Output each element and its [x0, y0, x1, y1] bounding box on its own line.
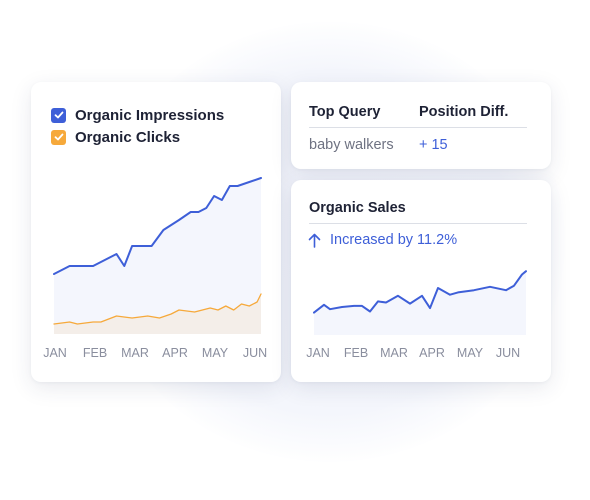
- sales-delta-text: Increased by 11.2%: [330, 232, 458, 248]
- check-icon[interactable]: [51, 129, 66, 145]
- arrow-up-icon: [308, 233, 321, 248]
- x-tick-label: FEB: [344, 346, 368, 360]
- x-tick-label: MAY: [202, 346, 229, 360]
- x-tick-label: JUN: [243, 346, 267, 360]
- position-diff-value: + 15: [419, 137, 448, 153]
- series-line-0: [313, 270, 527, 314]
- sales-chart: JAN FEB MAR APR MAY JUN: [306, 270, 527, 360]
- legend-item-impressions[interactable]: Organic Impressions: [51, 104, 224, 126]
- series-line-0: [53, 177, 262, 275]
- series-area-0: [314, 271, 526, 335]
- traffic-card: Organic Impressions Organic Clicks JAN FE…: [31, 82, 281, 382]
- legend-label-impressions: Organic Impressions: [75, 106, 225, 124]
- sales-title: Organic Sales: [309, 200, 406, 216]
- organic-sales-card: Organic Sales Increased by 11.2% JAN FEB M…: [291, 180, 551, 382]
- x-tick-label: JAN: [43, 346, 67, 360]
- x-tick-label: FEB: [83, 346, 107, 360]
- query-value: baby walkers: [309, 137, 394, 153]
- header-divider: [309, 127, 527, 128]
- legend-item-clicks[interactable]: Organic Clicks: [51, 126, 224, 148]
- check-icon[interactable]: [51, 107, 66, 123]
- legend: Organic Impressions Organic Clicks: [51, 104, 224, 148]
- series-area-1: [54, 294, 261, 334]
- x-tick-label: APR: [419, 346, 445, 360]
- sales-divider: [309, 223, 527, 224]
- x-tick-label: JUN: [496, 346, 520, 360]
- position-diff-header: Position Diff.: [419, 104, 509, 120]
- top-query-header: Top Query: [309, 104, 381, 120]
- series-line-1: [53, 293, 262, 325]
- sales-delta: Increased by 11.2%: [308, 232, 457, 248]
- x-tick-label: APR: [162, 346, 188, 360]
- top-query-card: Top Query Position Diff. baby walkers + …: [291, 82, 551, 169]
- x-tick-label: JAN: [306, 346, 330, 360]
- series-area-0: [54, 178, 261, 334]
- legend-label-clicks: Organic Clicks: [75, 128, 181, 146]
- x-tick-label: MAR: [380, 346, 408, 360]
- x-tick-label: MAY: [457, 346, 484, 360]
- x-tick-label: MAR: [121, 346, 149, 360]
- traffic-chart: JAN FEB MAR APR MAY JUN: [43, 177, 267, 360]
